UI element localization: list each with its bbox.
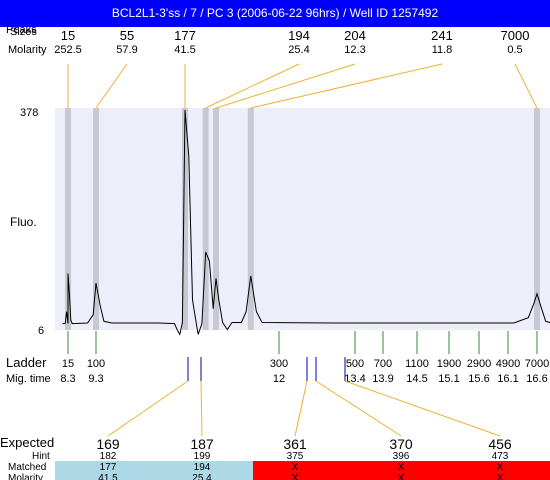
expected-value: 169	[96, 436, 120, 452]
matched-value: X	[497, 462, 504, 473]
fluo-label: Fluo.	[10, 215, 37, 229]
ladder-mig-time-label: 15.1	[438, 373, 459, 385]
matched-value: X	[398, 462, 405, 473]
ladder-size-label: 7000	[525, 358, 549, 370]
ladder-mig-time-label: 16.6	[526, 373, 547, 385]
ladder-size-label: 2900	[467, 358, 491, 370]
matched-bad-bg	[253, 461, 550, 480]
fluorescence-trace	[62, 109, 550, 336]
ladder-label: Ladder	[6, 355, 47, 370]
ladder-mig-time-label: 9.3	[88, 373, 103, 385]
y-tick-max: 378	[20, 107, 38, 119]
title-bar: BCL2L1-3'ss / 7 / PC 3 (2006-06-22 96hrs…	[0, 0, 550, 27]
peak-connector	[250, 63, 443, 109]
peak-connector	[514, 63, 538, 109]
hint-label: Hint	[32, 451, 50, 462]
expected-value: 456	[488, 436, 512, 452]
expected-connector	[294, 380, 308, 437]
peak-molarity-label: 57.9	[116, 44, 137, 56]
ladder-mig-time-label: 14.5	[406, 373, 427, 385]
peak-size-label: 194	[288, 28, 310, 43]
ladder-mig-time-label: 15.6	[468, 373, 489, 385]
peak-size-label: 15	[61, 28, 75, 43]
hint-value: 199	[194, 451, 211, 462]
peak-band	[93, 108, 99, 330]
peak-molarity-label: 252.5	[54, 44, 82, 56]
peak-band	[202, 108, 209, 330]
peak-size-label: 55	[120, 28, 134, 43]
ladder-size-label: 1100	[405, 358, 429, 370]
peak-band	[247, 108, 254, 330]
ladder-table: 15 8.3 100 9.3 300 12 500 13.4 700 13.9 1100 14.5 19…	[60, 331, 549, 385]
peak-molarity-label: 11.8	[432, 44, 453, 56]
expected-value: 361	[283, 436, 307, 452]
expected-connector	[315, 380, 402, 437]
hint-value: 375	[287, 451, 304, 462]
ladder-size-label: 100	[87, 358, 105, 370]
ladder-size-label: 700	[374, 358, 392, 370]
peak-size-label: 7000	[501, 28, 530, 43]
ladder-size-label: 15	[62, 358, 74, 370]
matched-ok-bg	[55, 461, 253, 480]
peak-size-label: 204	[344, 28, 366, 43]
expected-label: Expected	[0, 435, 54, 450]
expected-value: 187	[190, 436, 214, 452]
peak-bands	[65, 108, 540, 330]
matched-molarity-value: X	[292, 473, 299, 480]
matched-molarity-value: 25.4	[192, 473, 212, 480]
expected-connector	[200, 380, 203, 437]
expected-connector	[344, 380, 501, 437]
peak-band	[182, 108, 188, 330]
hint-value: 182	[100, 451, 117, 462]
matched-label: Matched	[8, 462, 46, 473]
ladder-size-label: 1900	[437, 358, 461, 370]
ladder-mig-time-label: 16.1	[497, 373, 518, 385]
mig-time-label: Mig. time	[6, 373, 51, 385]
peak-band	[65, 108, 71, 330]
ladder-mig-time-label: 8.3	[60, 373, 75, 385]
peak-band	[213, 108, 220, 330]
ladder-size-label: 4900	[496, 358, 520, 370]
matched-molarity-value: X	[497, 473, 504, 480]
matched-molarity-value: X	[398, 473, 405, 480]
molarity-label: Molarity	[8, 44, 47, 56]
expected-value: 370	[389, 436, 413, 452]
peak-molarity-label: 41.5	[174, 44, 195, 56]
y-tick-min: 6	[38, 325, 44, 337]
molarity-bottom-label: Molarity	[8, 473, 43, 480]
matched-value: 194	[194, 462, 211, 473]
plot-background	[55, 108, 550, 330]
sizes-label: Sizes	[10, 26, 37, 38]
expected-connector	[107, 380, 189, 437]
matched-molarity-value: 41.5	[98, 473, 118, 480]
ladder-size-label: 300	[270, 358, 288, 370]
matched-value: X	[292, 462, 299, 473]
ladder-mig-time-label: 13.9	[372, 373, 393, 385]
peak-connector	[215, 63, 356, 109]
matched-value: 177	[100, 462, 117, 473]
chart-title: BCL2L1-3'ss / 7 / PC 3 (2006-06-22 96hrs…	[111, 6, 439, 20]
ladder-mig-time-label: 12	[273, 373, 285, 385]
peak-molarity-label: 0.5	[507, 44, 522, 56]
peak-connector	[95, 63, 128, 109]
peak-molarity-label: 25.4	[288, 44, 309, 56]
expected-table: 16918217741.518719919425.4361375XX370396…	[55, 357, 550, 480]
peak-molarity-label: 12.3	[344, 44, 365, 56]
trace-line	[62, 109, 550, 336]
peak-connector	[205, 63, 300, 109]
peak-size-label: 177	[174, 28, 196, 43]
peak-connectors	[67, 63, 538, 109]
peak-band	[534, 108, 540, 330]
ladder-mig-time-label: 13.4	[344, 373, 365, 385]
hint-value: 473	[492, 451, 509, 462]
peaks-label-overlap: Peaks	[6, 24, 37, 36]
hint-value: 396	[393, 451, 410, 462]
peak-size-label: 241	[431, 28, 453, 43]
ladder-size-label: 500	[346, 358, 364, 370]
